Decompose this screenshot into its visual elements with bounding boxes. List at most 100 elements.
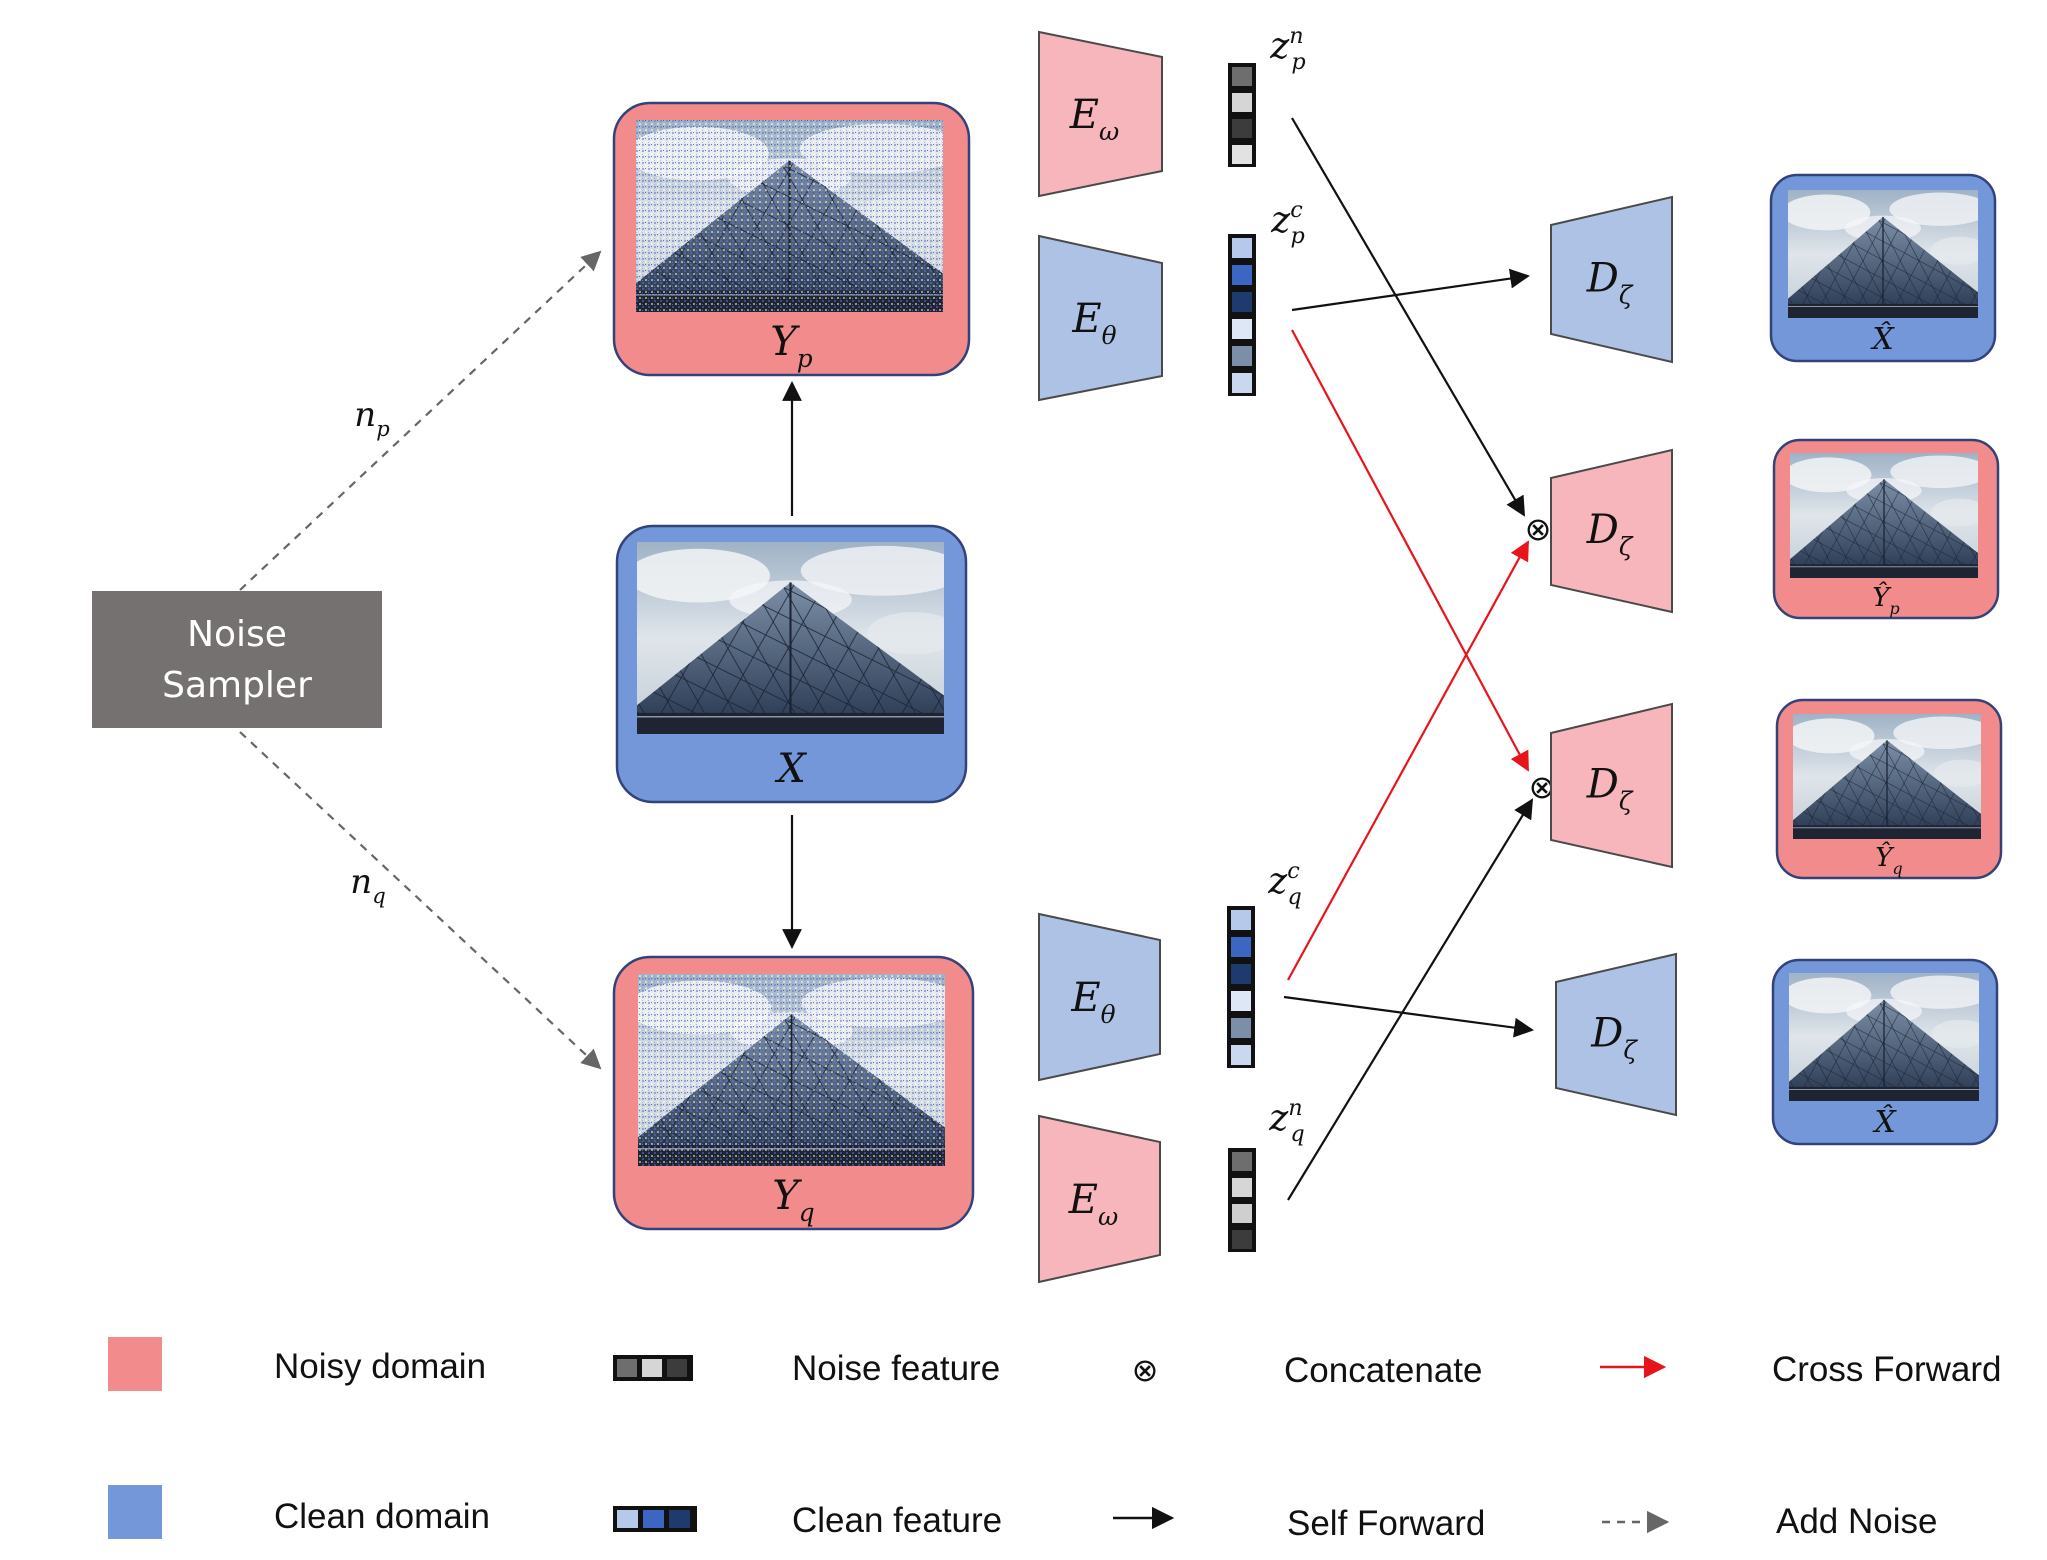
legend-clean-domain: Clean domain (274, 1497, 490, 1536)
svg-text:Eω: Eω (1069, 92, 1119, 146)
image-yp: Yp (612, 101, 971, 377)
svg-text:Eθ: Eθ (1070, 975, 1115, 1029)
feature-cell (1232, 119, 1252, 138)
svg-text:Eω: Eω (1068, 1177, 1118, 1231)
image-yq: Yq (612, 955, 975, 1231)
output-image-1: X̂ (1769, 173, 1997, 363)
decoder-label: Dζ (1586, 256, 1634, 310)
output-label: X̂ (1872, 1105, 1897, 1140)
feature-cell (1232, 373, 1252, 393)
feature-cell (1231, 910, 1251, 930)
feature-cell (1231, 1045, 1251, 1065)
feature-label-zqn: zn q (1268, 1095, 1304, 1147)
output-photo (1790, 453, 1978, 578)
image-x-photo (637, 542, 944, 734)
zpc-to-dec3-cross-arrow (1291, 329, 1529, 772)
legend-concat-symbol: ⊗ (1132, 1352, 1159, 1388)
output-label: Ŷp (1872, 581, 1899, 618)
zqc-to-dec4-arrow (1283, 995, 1534, 1038)
noise-sampler-label-1: Noise (187, 614, 287, 655)
feature-cell (1232, 319, 1252, 339)
output-image-3: Ŷq (1775, 698, 2003, 880)
feature-label-zqc: zc q (1267, 858, 1302, 910)
legend-noisy-domain: Noisy domain (274, 1347, 486, 1386)
encoder-enc-theta-bottom: Eθ (1038, 912, 1161, 1082)
feature-cell (1232, 292, 1252, 312)
feature-cell (1232, 67, 1252, 86)
encoder-label: Eθ (1071, 296, 1116, 350)
decoder-dec-2: Dζ (1550, 448, 1673, 614)
zqc-to-dec2-cross-arrow (1287, 540, 1529, 981)
feature-cell (1232, 346, 1252, 366)
svg-text:znq: zn q (1268, 1095, 1304, 1147)
legend-cross-forward: Cross Forward (1772, 1350, 2001, 1389)
decoder-label: Dζ (1590, 1011, 1638, 1065)
feature-cell (1231, 1018, 1251, 1038)
feature-zqc: zc q (1227, 858, 1302, 1068)
feature-zpc: zc p (1228, 197, 1305, 396)
zpn-to-dec2-arrow (1291, 117, 1525, 517)
image-yq-label: Yq (772, 1173, 814, 1227)
svg-text:Eθ: Eθ (1071, 296, 1116, 350)
output-label: X̂ (1870, 322, 1895, 357)
output-photo (1793, 714, 1981, 839)
legend: Noisy domain Clean domain Noise feature Cle… (108, 1337, 2001, 1543)
legend-concatenate: Concatenate (1284, 1351, 1482, 1390)
encoder-enc-theta-top: Eθ (1038, 234, 1163, 402)
svg-text:nq: nq (350, 862, 385, 908)
legend-noisy-swatch (108, 1337, 162, 1391)
feature-cell (1232, 93, 1252, 112)
svg-text:zcp: zc p (1270, 197, 1305, 249)
output-image-4: X̂ (1771, 958, 1999, 1146)
feature-cell (1231, 964, 1251, 984)
svg-text:Dζ: Dζ (1586, 507, 1634, 561)
svg-text:zcq: zc q (1267, 858, 1302, 910)
feature-cell (1232, 1230, 1252, 1249)
legend-clean-feature: Clean feature (792, 1501, 1002, 1540)
feature-zpn: zn p (1228, 23, 1306, 167)
encoder-enc-omega-bottom: Eω (1038, 1114, 1161, 1284)
output-photo (1788, 190, 1978, 318)
noise-sampler-label-2: Sampler (162, 665, 312, 706)
feature-cell (1232, 145, 1252, 164)
encoder-label: Eω (1069, 92, 1119, 146)
noise-label-nq: nq (350, 862, 385, 908)
feature-cell (1231, 937, 1251, 957)
add-noise-arrow-p (239, 250, 602, 591)
image-x: X (615, 524, 968, 804)
zqn-to-dec3-arrow (1287, 798, 1534, 1201)
decoder-dec-3: Dζ (1550, 702, 1673, 869)
image-yp-label: Yp (770, 319, 812, 373)
decoder-label: Dζ (1586, 762, 1634, 816)
svg-text:znp: zn p (1269, 23, 1305, 75)
feature-cell (1232, 1204, 1252, 1223)
feature-cell (1232, 238, 1252, 258)
svg-text:Dζ: Dζ (1586, 762, 1634, 816)
feature-label-zpc: zc p (1270, 197, 1305, 249)
feature-label-zpn: zn p (1269, 23, 1305, 75)
output-photo (1789, 973, 1979, 1101)
legend-noise-feature-icon (613, 1355, 693, 1381)
connections (239, 117, 1534, 1201)
output-label: Ŷq (1875, 841, 1902, 878)
concat-symbol-1: ⊗ (1525, 511, 1552, 547)
output-image-2: Ŷp (1772, 438, 2000, 620)
legend-add-noise: Add Noise (1776, 1502, 1937, 1541)
feature-cell (1231, 991, 1251, 1011)
decoder-dec-1: Dζ (1550, 195, 1673, 364)
decoder-dec-4: Dζ (1555, 952, 1677, 1117)
svg-text:Dζ: Dζ (1586, 256, 1634, 310)
feature-cell (1232, 1152, 1252, 1171)
zpc-to-dec1-arrow (1291, 268, 1530, 312)
legend-clean-feature-icon (613, 1506, 697, 1532)
legend-clean-swatch (108, 1485, 162, 1539)
feature-cell (1232, 1178, 1252, 1197)
decoder-label: Dζ (1586, 507, 1634, 561)
legend-noise-feature: Noise feature (792, 1349, 1000, 1388)
feature-cell (1232, 265, 1252, 285)
add-noise-arrow-q (239, 731, 602, 1070)
encoder-label: Eθ (1070, 975, 1115, 1029)
image-x-label: X (774, 746, 807, 792)
feature-zqn: zn q (1228, 1095, 1305, 1252)
